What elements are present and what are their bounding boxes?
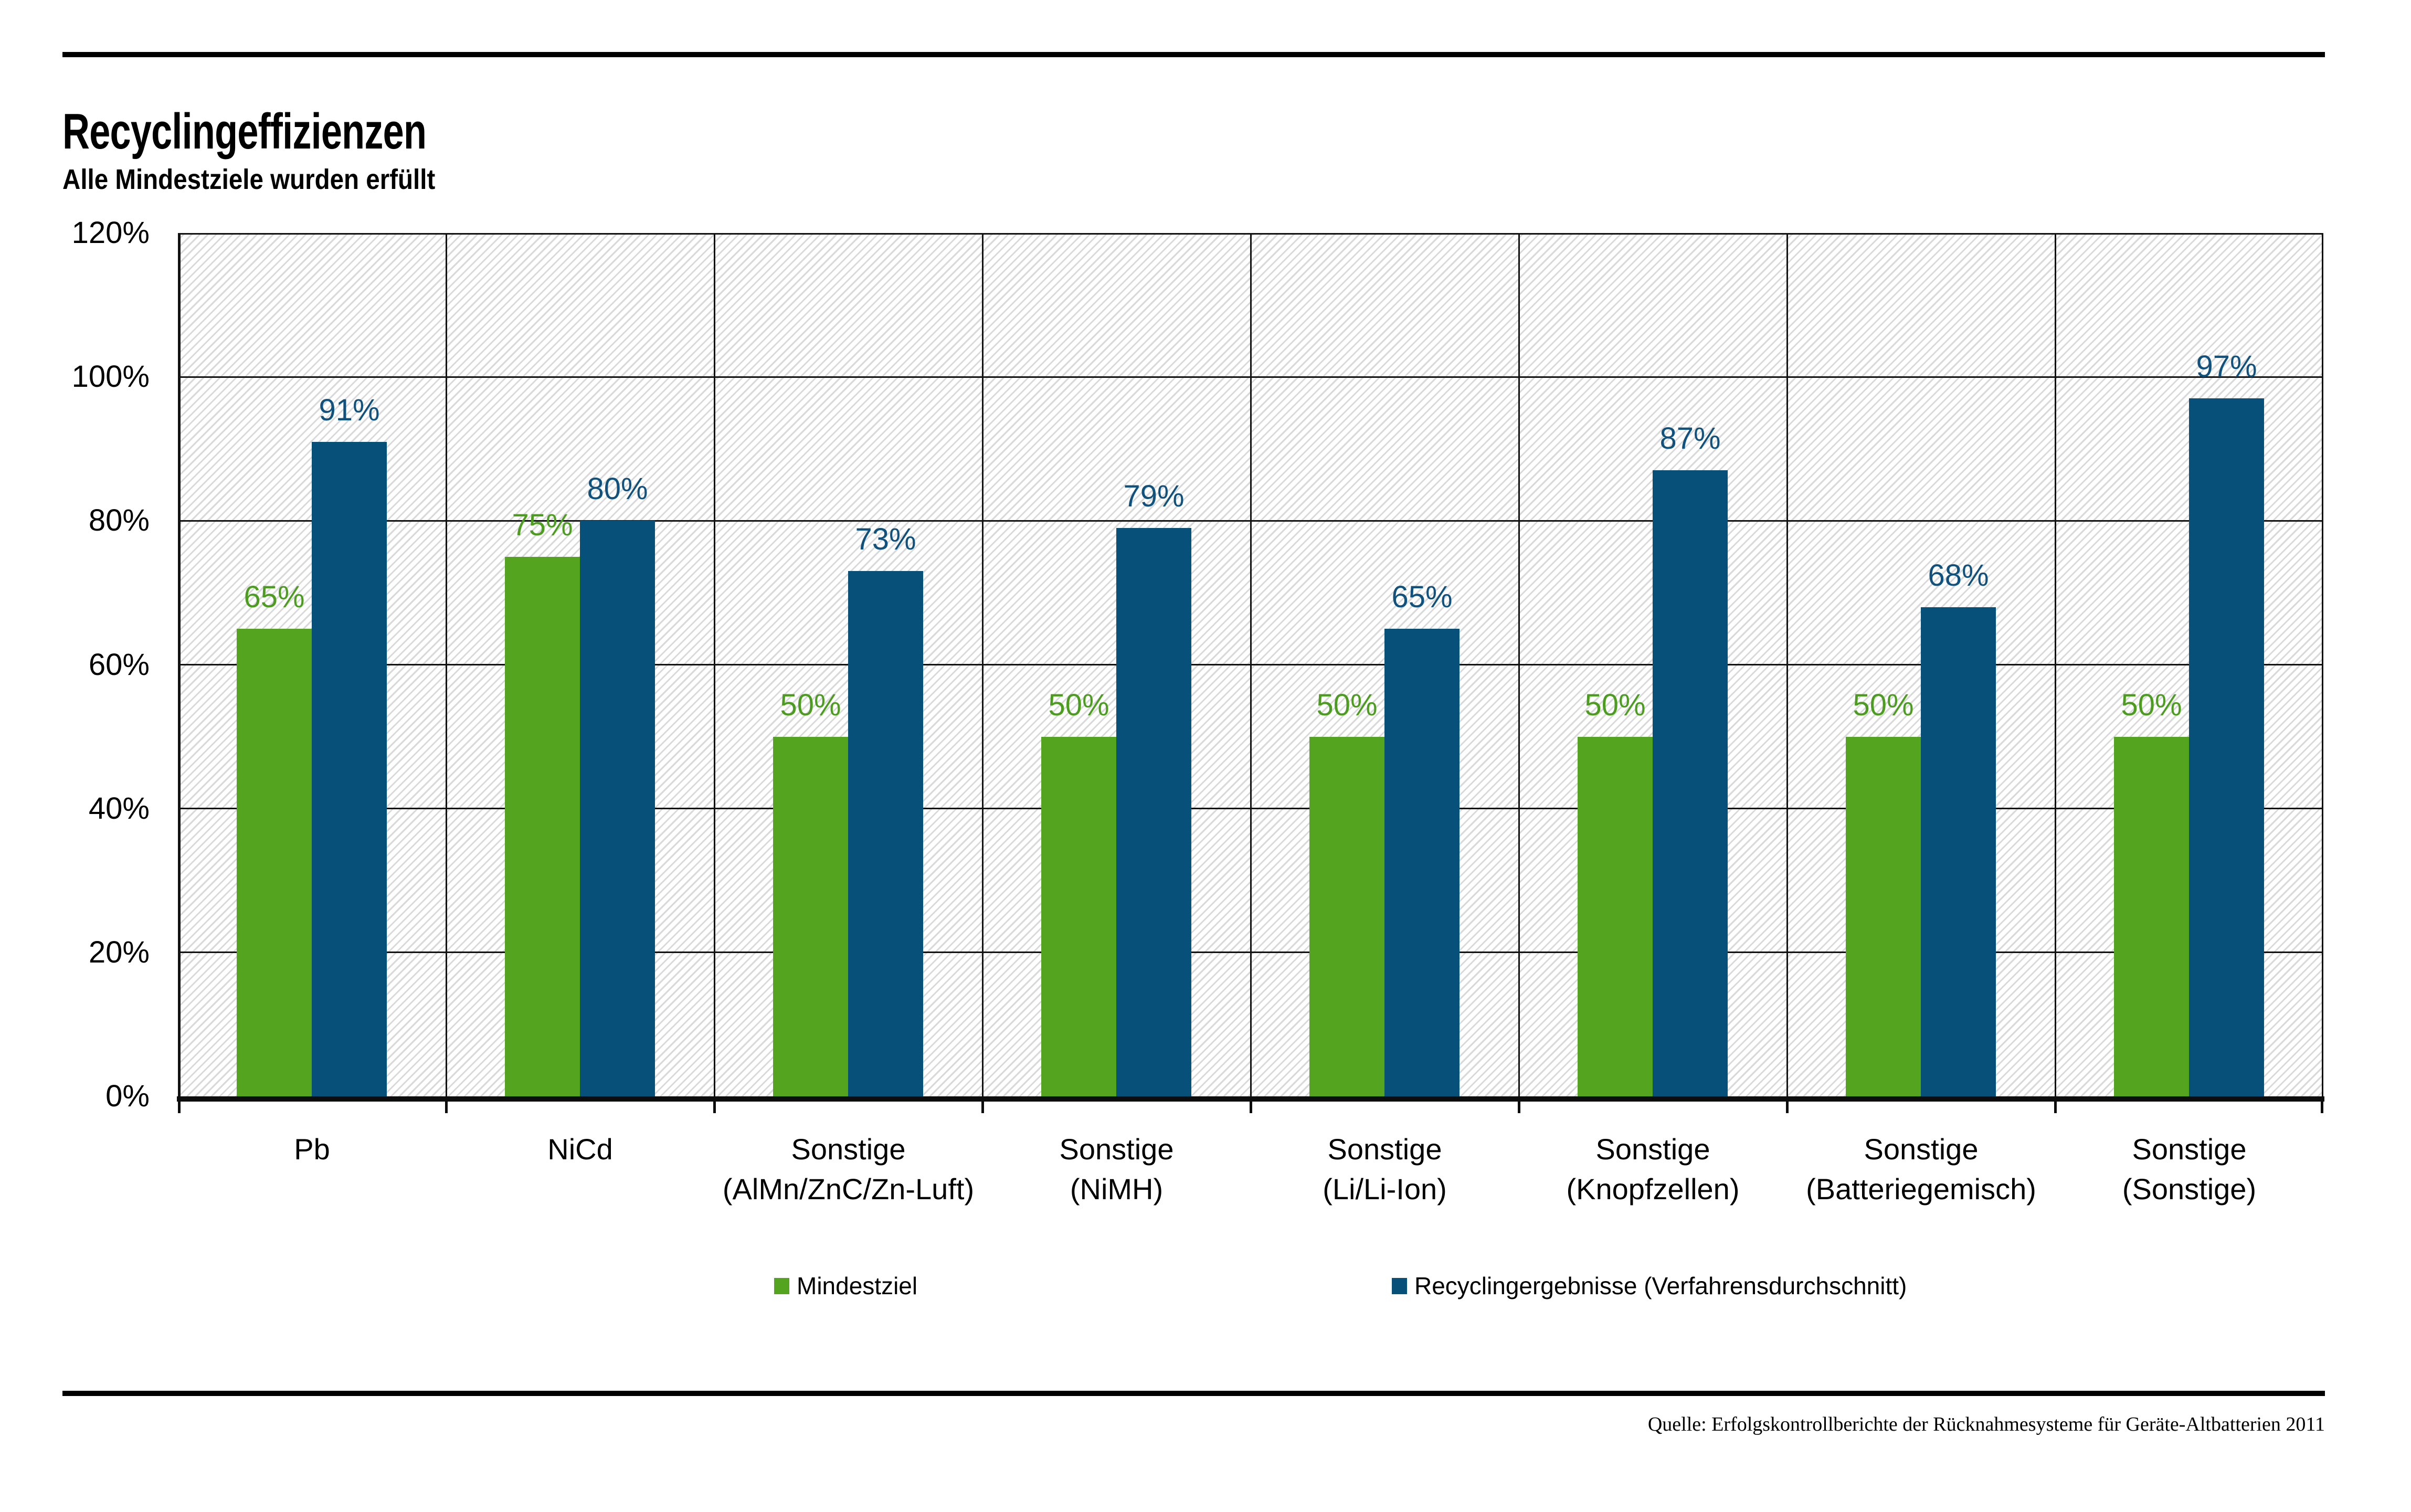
bar-ergebnis-sonstige bbox=[1653, 470, 1728, 1096]
category-divider bbox=[1786, 233, 1788, 1096]
category-divider bbox=[1518, 233, 1520, 1096]
category-divider bbox=[2054, 233, 2056, 1096]
y-axis-line bbox=[178, 233, 181, 1096]
category-label-line1: Sonstige bbox=[2132, 1133, 2247, 1166]
category-divider bbox=[445, 233, 447, 1096]
bar-ergebnis-sonstige bbox=[1116, 528, 1191, 1096]
legend-item-mindestziel: Mindestziel bbox=[774, 1272, 917, 1299]
bar-ergebnis-sonstige bbox=[1921, 607, 1996, 1096]
y-tick-label-80: 80% bbox=[88, 503, 150, 538]
y-tick-label-20: 20% bbox=[88, 935, 150, 969]
x-axis-tick bbox=[445, 1102, 448, 1113]
y-tick-label-40: 40% bbox=[88, 791, 150, 826]
category-label-line2: (Batteriegemisch) bbox=[1806, 1172, 2036, 1206]
bar-mindestziel-sonstige bbox=[1309, 736, 1384, 1096]
bar-mindestziel-sonstige bbox=[1578, 736, 1653, 1096]
bar-mindestziel-sonstige bbox=[773, 736, 848, 1096]
value-label: 65% bbox=[1391, 579, 1453, 614]
value-label: 87% bbox=[1659, 421, 1721, 456]
legend-item-recyclingergebnisse: Recyclingergebnisse (Verfahrensdurchschn… bbox=[1392, 1272, 1907, 1299]
value-label: 68% bbox=[1928, 558, 1989, 593]
value-label: 80% bbox=[587, 472, 648, 506]
y-tick-label-0: 0% bbox=[105, 1079, 150, 1113]
page-title: Recyclingeffizienzen bbox=[62, 103, 427, 160]
category-label-line1: NiCd bbox=[547, 1133, 613, 1166]
plot-area: 65% 91% 75% 80% 50% 73% 50% 79% 50% 65% 50% 87% 50% 6… bbox=[177, 233, 2324, 1113]
value-label: 75% bbox=[512, 507, 573, 542]
legend-swatch-mindestziel bbox=[774, 1277, 789, 1294]
x-axis-tick bbox=[2321, 1102, 2323, 1113]
value-label: 79% bbox=[1123, 479, 1185, 514]
category-label-4: Sonstige (Li/Li-Ion) bbox=[1251, 1129, 1519, 1209]
plot-right-border bbox=[2322, 233, 2323, 1096]
value-label: 50% bbox=[1853, 688, 1914, 722]
value-label: 50% bbox=[780, 688, 841, 722]
category-label-line2: (Sonstige) bbox=[2122, 1172, 2257, 1206]
value-label: 97% bbox=[2196, 350, 2257, 384]
x-axis-tick bbox=[2054, 1102, 2057, 1113]
category-divider bbox=[981, 233, 984, 1096]
x-axis-line bbox=[177, 1096, 2324, 1102]
category-label-line2: (Li/Li-Ion) bbox=[1323, 1172, 1447, 1206]
category-label-line2: (AlMn/ZnC/Zn-Luft) bbox=[722, 1172, 975, 1206]
y-tick-label-60: 60% bbox=[88, 647, 150, 682]
category-label-line1: Sonstige bbox=[791, 1133, 906, 1166]
value-label: 50% bbox=[2121, 688, 2182, 722]
bar-mindestziel-sonstige bbox=[2114, 736, 2189, 1096]
value-label: 73% bbox=[855, 522, 916, 557]
category-divider bbox=[713, 233, 715, 1096]
category-label-line1: Sonstige bbox=[1864, 1133, 1979, 1166]
category-label-line2: (NiMH) bbox=[1070, 1172, 1164, 1206]
legend-label-mindestziel: Mindestziel bbox=[797, 1272, 918, 1299]
value-label: 65% bbox=[244, 579, 305, 614]
bar-mindestziel-nicd bbox=[505, 556, 580, 1096]
value-label: 50% bbox=[1584, 688, 1646, 722]
category-label-line1: Sonstige bbox=[1327, 1133, 1442, 1166]
category-label-1: NiCd bbox=[446, 1129, 714, 1169]
value-label: 50% bbox=[1316, 688, 1378, 722]
category-label-6: Sonstige (Batteriegemisch) bbox=[1787, 1129, 2055, 1209]
category-label-line2: (Knopfzellen) bbox=[1566, 1172, 1740, 1206]
x-axis-tick bbox=[1518, 1102, 1520, 1113]
bar-ergebnis-nicd bbox=[580, 521, 655, 1096]
y-tick-label-100: 100% bbox=[71, 360, 150, 394]
category-label-line1: Sonstige bbox=[1059, 1133, 1174, 1166]
category-label-line1: Sonstige bbox=[1595, 1133, 1710, 1166]
x-axis-tick bbox=[1250, 1102, 1252, 1113]
category-label-2: Sonstige (AlMn/ZnC/Zn-Luft) bbox=[714, 1129, 982, 1209]
bar-mindestziel-pb bbox=[237, 628, 312, 1096]
category-label-7: Sonstige (Sonstige) bbox=[2055, 1129, 2323, 1209]
legend-swatch-recyclingergebnisse bbox=[1392, 1277, 1407, 1294]
x-axis-tick bbox=[713, 1102, 716, 1113]
bar-ergebnis-sonstige bbox=[1384, 628, 1460, 1096]
x-axis-tick bbox=[981, 1102, 984, 1113]
page-subtitle: Alle Mindestziele wurden erfüllt bbox=[62, 163, 436, 195]
bar-ergebnis-pb bbox=[312, 441, 387, 1096]
bar-ergebnis-sonstige bbox=[848, 571, 923, 1096]
legend-label-recyclingergebnisse: Recyclingergebnisse (Verfahrensdurchschn… bbox=[1414, 1272, 1907, 1299]
top-rule bbox=[62, 52, 2325, 57]
value-label: 91% bbox=[319, 393, 380, 427]
category-label-5: Sonstige (Knopfzellen) bbox=[1519, 1129, 1787, 1209]
category-label-3: Sonstige (NiMH) bbox=[982, 1129, 1251, 1209]
bar-mindestziel-sonstige bbox=[1041, 736, 1116, 1096]
bar-ergebnis-sonstige bbox=[2189, 398, 2264, 1096]
x-axis-tick bbox=[1786, 1102, 1789, 1113]
category-label-0: Pb bbox=[178, 1129, 446, 1169]
y-tick-label-120: 120% bbox=[71, 216, 150, 250]
bottom-rule bbox=[62, 1391, 2325, 1396]
value-label: 50% bbox=[1048, 688, 1109, 722]
category-label-line1: Pb bbox=[294, 1133, 330, 1166]
category-divider bbox=[1250, 233, 1252, 1096]
bar-mindestziel-sonstige bbox=[1846, 736, 1921, 1096]
x-axis-tick bbox=[178, 1102, 181, 1113]
source-note: Quelle: Erfolgskontrollberichte der Rück… bbox=[1647, 1413, 2325, 1435]
